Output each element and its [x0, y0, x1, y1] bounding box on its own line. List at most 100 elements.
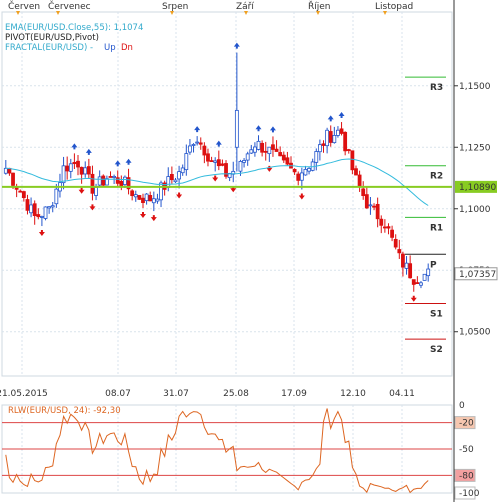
candle-body [47, 206, 52, 209]
candle-body [50, 205, 55, 208]
candle-body [220, 163, 225, 166]
fractal-up-icon [85, 148, 92, 155]
candle-body [83, 167, 88, 175]
candle-body [3, 167, 8, 174]
candle-body [314, 151, 319, 163]
highlight-price-label: 1,10890 [459, 183, 496, 193]
candle-body [422, 273, 427, 281]
fractal-up-icon [215, 140, 222, 147]
candle-body [68, 163, 73, 172]
candles [3, 52, 431, 292]
candle-body [281, 154, 286, 161]
month-marker-icon [244, 11, 248, 15]
candle-body [169, 174, 174, 181]
candle-body [372, 205, 376, 208]
candle-body [141, 197, 145, 204]
month-label: Říjen [308, 1, 331, 12]
rlw-line [5, 408, 429, 494]
fractal-down-icon [410, 295, 417, 302]
legend-fractal-up: Up [104, 43, 116, 53]
fractal-up-icon [338, 112, 345, 119]
candle-body [292, 168, 297, 173]
current-price-label: 1,07357 [459, 270, 496, 280]
candle-body [36, 214, 41, 218]
candle-body [148, 195, 153, 202]
candle-body [195, 141, 200, 144]
candle-body [415, 282, 420, 285]
month-marker-icon [383, 11, 387, 15]
candle-body [206, 153, 210, 162]
fractal-down-icon [78, 187, 85, 194]
candle-body [184, 153, 189, 171]
candle-body [256, 140, 261, 150]
candle-body [382, 226, 387, 229]
x-tick-label: 21.05.2015 [0, 389, 48, 399]
fractal-down-icon [89, 204, 96, 211]
price-plot-frame [1, 11, 453, 377]
x-tick-label: 17.09 [281, 389, 307, 399]
candle-body [299, 172, 304, 181]
candle-body [155, 198, 160, 202]
fractal-up-icon [194, 126, 201, 133]
candle-body [339, 128, 344, 134]
pivot-level-label: S2 [430, 345, 443, 355]
fractal-up-icon [71, 143, 78, 150]
candle-body [404, 262, 409, 269]
candle-body [336, 129, 340, 136]
candle-body [238, 161, 243, 172]
candle-body [386, 226, 391, 229]
month-label: Listopad [375, 2, 413, 12]
candle-body [303, 168, 308, 176]
month-label: Září [236, 2, 254, 12]
candle-body [401, 253, 405, 268]
pivot-level-label: P [430, 260, 437, 270]
y-tick-label: 1,1500 [459, 82, 491, 92]
candle-body [97, 176, 102, 186]
month-label: Červen [8, 0, 40, 12]
candle-body [234, 109, 239, 148]
rlw-tick-label: 0 [459, 401, 465, 411]
candle-body [94, 187, 98, 196]
current-price-tag [454, 267, 498, 281]
candle-body [177, 171, 181, 180]
candle-body [144, 193, 149, 202]
candle-body [419, 282, 423, 286]
y-tick-label: 1,1250 [459, 143, 491, 153]
candle-body [72, 161, 77, 165]
candle-body [32, 203, 37, 217]
candle-body [11, 172, 15, 186]
candle-body [61, 165, 66, 184]
candle-body [213, 160, 218, 163]
legend-fractal: FRACTAL(EUR/USD) - [5, 43, 93, 53]
candle-body [357, 174, 362, 187]
x-tick-label: 08.07 [105, 389, 131, 399]
candle-body [271, 144, 275, 150]
candle-body [267, 146, 272, 155]
rlw-tick-label: -20 [459, 419, 474, 429]
fractal-down-icon [139, 212, 146, 219]
candle-body [393, 238, 398, 248]
candle-body [253, 146, 257, 153]
candle-body [346, 149, 351, 151]
candle-body [112, 175, 117, 178]
y-tick-label: 1,0500 [459, 328, 491, 338]
fractal-up-icon [233, 42, 240, 49]
fractal-up-icon [114, 160, 121, 167]
rlw-title: RLW(EUR/USD, 24): -92,30 [8, 406, 121, 416]
fractal-up-icon [125, 158, 132, 165]
ema-line [5, 158, 429, 206]
fractal-up-icon [327, 115, 334, 122]
candle-body [123, 176, 127, 186]
candle-body [25, 199, 30, 211]
month-label: Červenec [48, 0, 91, 12]
candle-body [54, 188, 59, 205]
candle-body [332, 135, 337, 144]
candle-body [224, 163, 228, 177]
candle-body [361, 188, 366, 196]
pivot-level-label: S1 [430, 309, 443, 319]
fractal-down-icon [298, 193, 305, 200]
candle-body [104, 178, 109, 186]
candle-body [411, 279, 416, 285]
candle-body [180, 167, 185, 174]
